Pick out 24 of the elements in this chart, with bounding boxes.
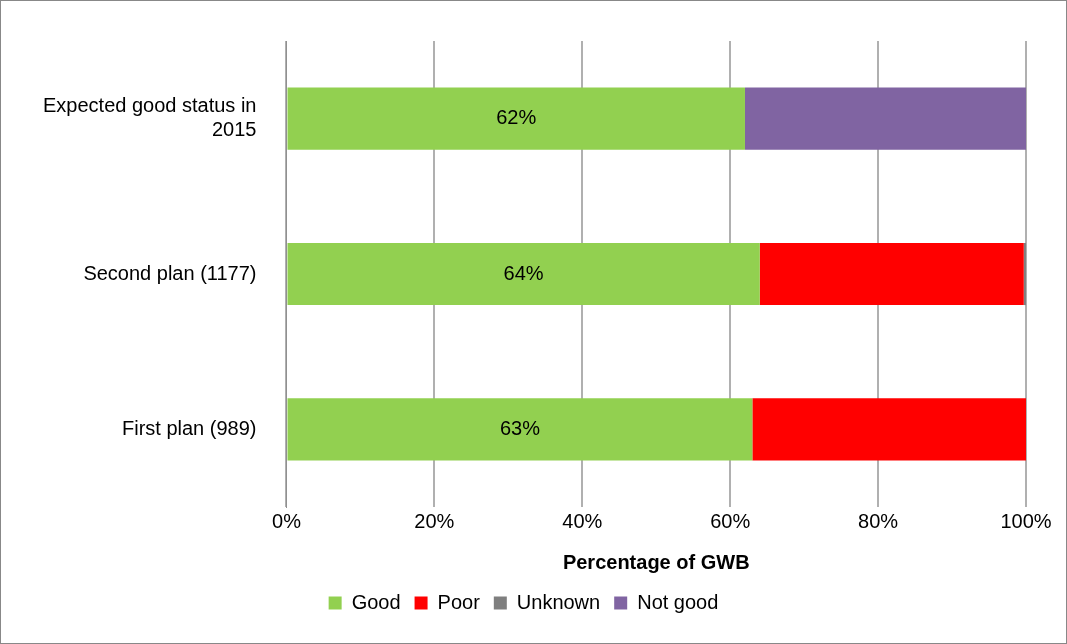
x-tick-label: 0% (272, 509, 302, 532)
bar (744, 87, 1026, 150)
legend-label: Not good (637, 590, 719, 613)
legend-label: Poor (437, 590, 481, 613)
data-label: 63% (499, 416, 541, 439)
bar (287, 398, 753, 461)
legend-label: Unknown (516, 590, 601, 613)
y-tick-label: Second plan (1177) (83, 261, 257, 284)
bar (287, 242, 760, 306)
x-tick-label: 40% (562, 509, 603, 532)
x-tick-label: 100% (1000, 509, 1052, 532)
bar (752, 398, 1026, 461)
x-axis-title: Percentage of GWB (562, 550, 750, 573)
x-tick-label: 60% (710, 509, 751, 532)
bar (1023, 242, 1026, 306)
data-label: 64% (503, 261, 544, 284)
data-label: 62% (496, 106, 537, 129)
bar (287, 87, 745, 150)
y-tick-label: First plan (989) (121, 416, 257, 439)
x-tick-label: 80% (858, 509, 899, 532)
y-tick-label: Expected good status in 2015 (42, 94, 257, 141)
x-tick-label: 20% (414, 509, 455, 532)
bar (759, 242, 1024, 306)
legend-label: Good (351, 590, 401, 613)
